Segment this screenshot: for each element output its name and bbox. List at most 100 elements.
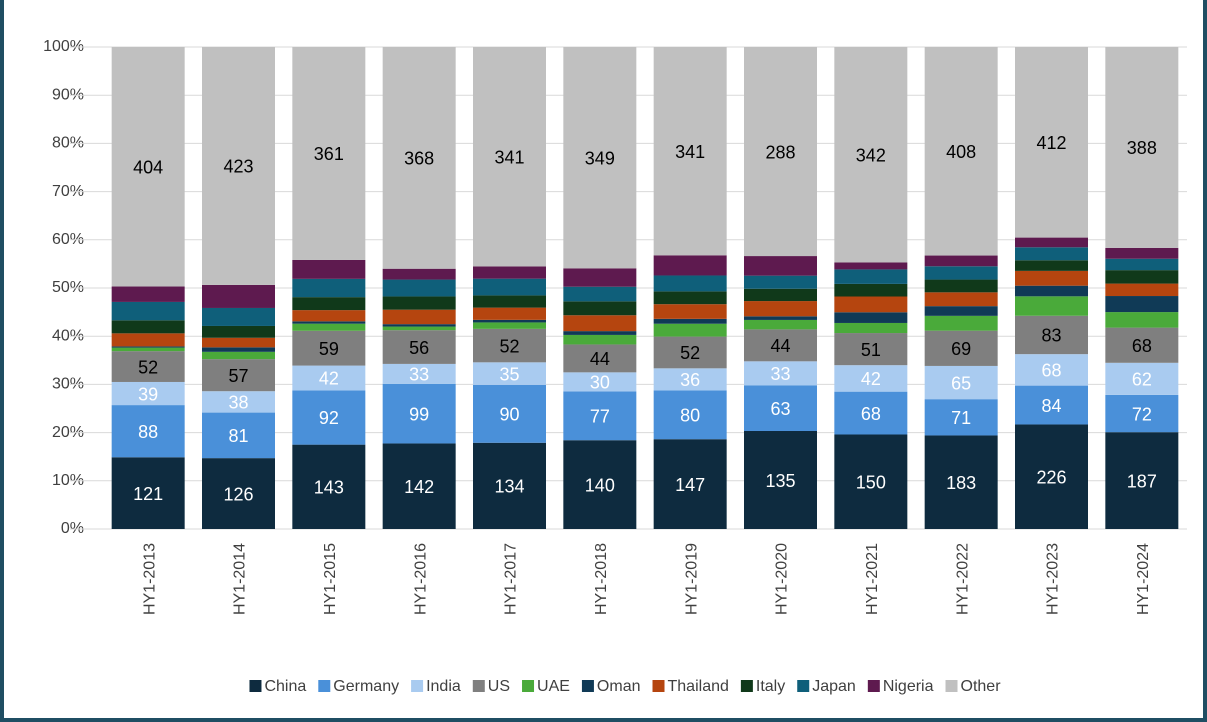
bar-segment — [924, 330, 998, 366]
data-label: 69 — [951, 339, 971, 359]
bar-segment — [924, 47, 998, 256]
bar-segment — [382, 309, 456, 325]
bar-segment — [202, 391, 275, 413]
bar-segment — [834, 296, 908, 313]
data-label: 126 — [223, 484, 253, 504]
data-label: 341 — [675, 142, 705, 162]
bar-segment — [563, 440, 637, 529]
data-label: 68 — [1132, 336, 1152, 356]
data-label: 92 — [319, 408, 339, 428]
bar-segment — [1015, 260, 1088, 271]
bar-segment — [924, 279, 998, 293]
bar-segment — [1015, 285, 1088, 297]
bar-segment — [382, 330, 456, 364]
data-label: 187 — [1127, 471, 1157, 491]
data-label: 404 — [133, 158, 163, 178]
data-label: 423 — [223, 157, 253, 177]
bar-segment — [1105, 47, 1179, 248]
data-label: 38 — [228, 393, 248, 413]
data-label: 57 — [228, 366, 248, 386]
bar-segment — [473, 328, 546, 363]
data-label: 143 — [314, 478, 344, 498]
bar-segment — [834, 283, 908, 297]
data-label: 68 — [1041, 361, 1061, 381]
bar-segment — [202, 351, 275, 360]
bar-segment — [111, 351, 185, 382]
bar-segment — [563, 344, 637, 373]
legend-swatch — [652, 680, 665, 692]
bar-segment — [1015, 315, 1088, 355]
bar-segment — [744, 431, 817, 529]
bar-segment — [1015, 237, 1088, 248]
legend-label: Italy — [756, 678, 785, 695]
bar-segment — [292, 390, 366, 445]
bar-segment — [382, 268, 456, 280]
data-label: 83 — [1041, 326, 1061, 346]
legend-label: China — [264, 678, 306, 695]
x-tick-label: HY1-2013 — [141, 543, 158, 615]
bar-segment — [1015, 270, 1088, 286]
bar-segment — [1015, 247, 1088, 261]
bar-segment — [1105, 258, 1179, 271]
bar-segment — [1105, 432, 1179, 529]
bar-segment — [111, 320, 185, 334]
bar-segment — [563, 391, 637, 441]
bar-segment — [653, 336, 727, 369]
data-label: 68 — [861, 404, 881, 424]
bar-segment — [1105, 247, 1179, 259]
bar-segment — [292, 297, 366, 311]
data-label: 51 — [861, 340, 881, 360]
bar-segment — [744, 275, 817, 289]
data-label: 342 — [856, 145, 886, 165]
bar-segment — [653, 323, 727, 337]
bar-segment — [111, 333, 185, 347]
data-label: 99 — [409, 404, 429, 424]
bar-segment — [202, 337, 275, 348]
data-label: 135 — [765, 471, 795, 491]
data-label: 72 — [1132, 404, 1152, 424]
data-label: 42 — [319, 369, 339, 389]
bar-segment — [292, 47, 366, 260]
bar-segment — [111, 457, 185, 529]
bar-segment — [563, 286, 637, 302]
data-label: 44 — [770, 336, 790, 356]
bar-segment — [111, 381, 185, 406]
bar-segment — [473, 442, 546, 529]
x-tick-label: HY1-2015 — [322, 543, 339, 615]
data-label: 59 — [319, 339, 339, 359]
legend-label: Nigeria — [883, 678, 934, 695]
bar-segment — [653, 47, 727, 256]
bar-segment — [1105, 394, 1179, 433]
bar-segment — [924, 266, 998, 280]
bar-segment — [202, 325, 275, 338]
x-tick-label: HY1-2020 — [774, 543, 791, 615]
bar-segment — [1105, 312, 1179, 328]
bar-segment — [202, 359, 275, 392]
legend-swatch — [945, 680, 958, 692]
bar-segment — [473, 47, 546, 267]
data-label: 35 — [499, 364, 519, 384]
bar-segment — [744, 329, 817, 362]
legend-label: Other — [961, 678, 1002, 695]
legend-label: Germany — [333, 678, 399, 695]
data-label: 36 — [680, 370, 700, 390]
bar-segment — [202, 47, 275, 285]
bar-segment — [653, 439, 727, 529]
data-label: 226 — [1036, 467, 1066, 487]
data-label: 183 — [946, 473, 976, 493]
data-label: 341 — [494, 147, 524, 167]
legend-swatch — [797, 680, 810, 692]
bar-segment — [653, 304, 727, 319]
data-label: 56 — [409, 338, 429, 358]
bar-segment — [292, 321, 366, 324]
bar-segment — [111, 346, 185, 348]
data-label: 140 — [585, 475, 615, 495]
bar-segment — [202, 307, 275, 326]
x-tick-label: HY1-2024 — [1135, 543, 1152, 615]
legend-swatch — [249, 680, 262, 692]
bar-segment — [473, 319, 546, 323]
legend-label: India — [426, 678, 461, 695]
bar-segment — [834, 391, 908, 435]
bar-segment — [111, 301, 185, 321]
